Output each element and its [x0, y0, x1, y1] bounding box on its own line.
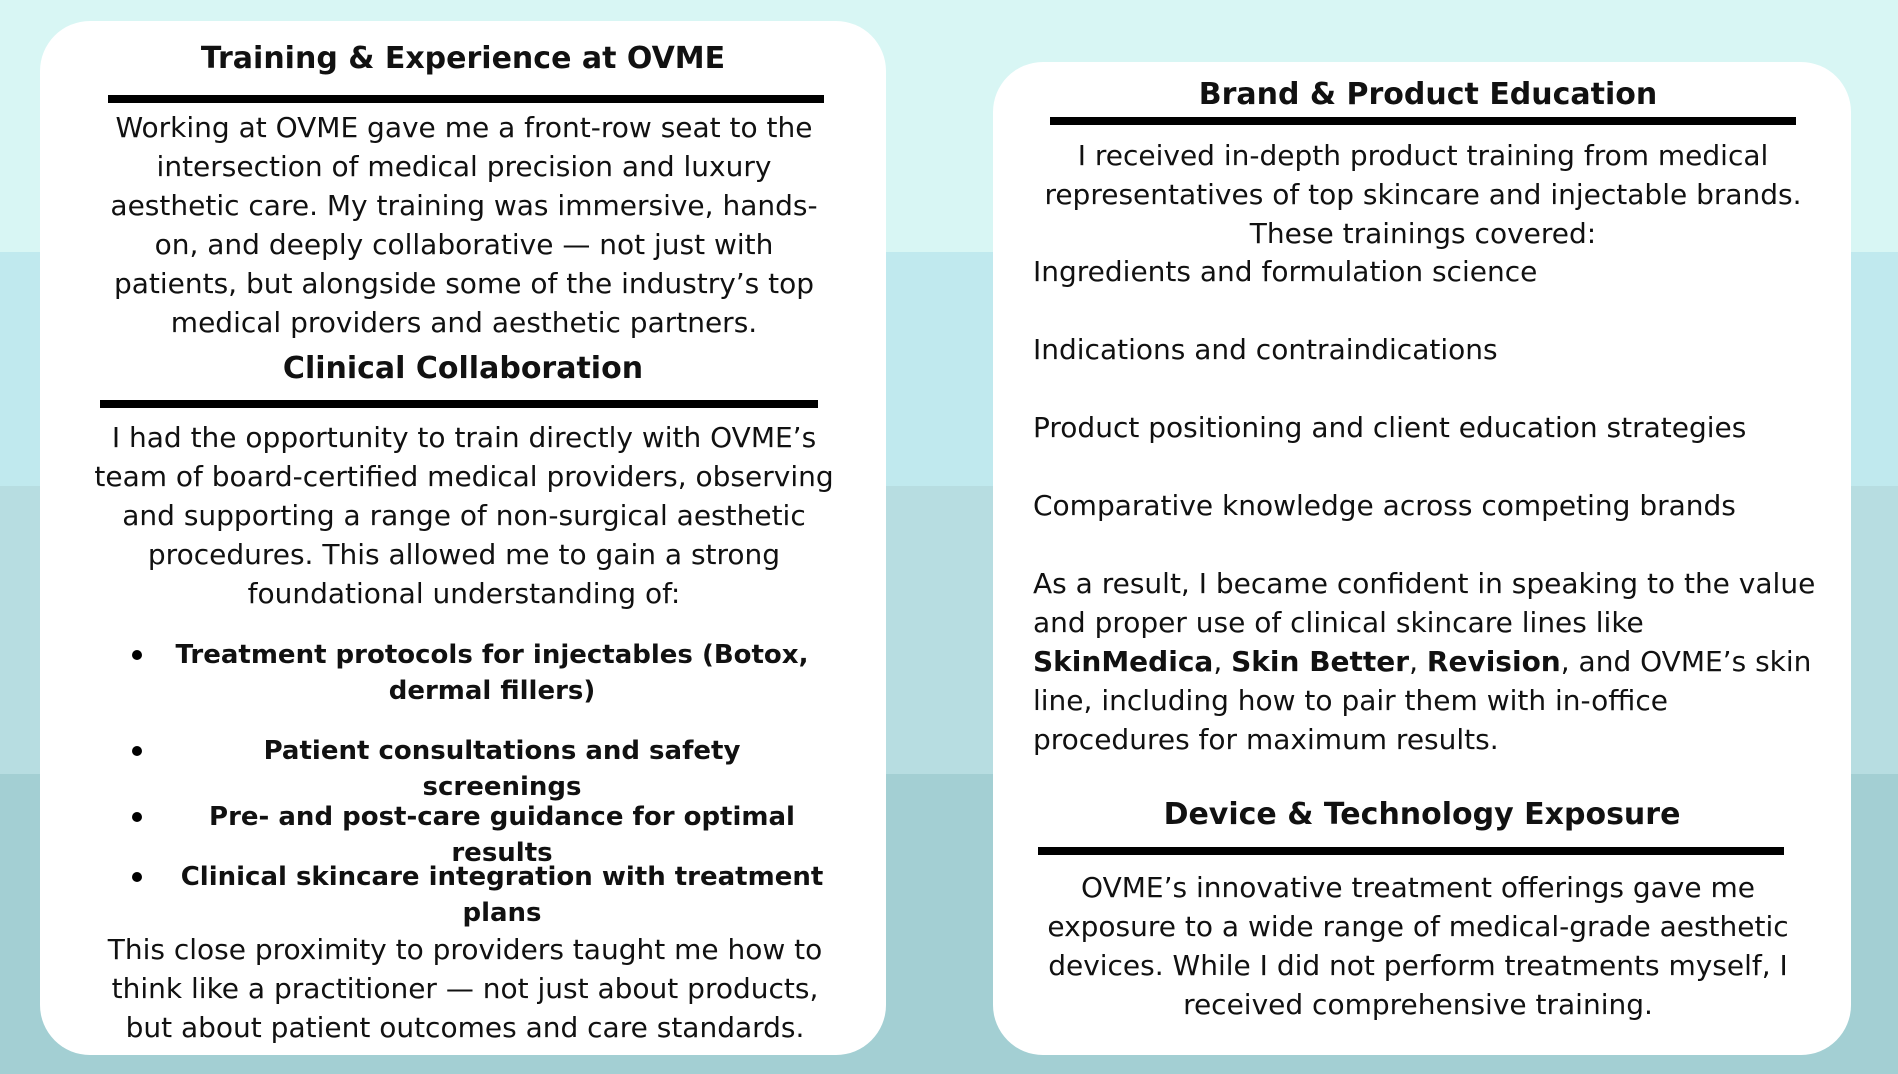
training-topic-item: Comparative knowledge across competing b… [1033, 489, 1736, 522]
training-topic-item: Product positioning and client education… [1033, 411, 1747, 444]
brand-education-result: As a result, I became confident in speak… [1033, 567, 1816, 756]
bullet-icon [132, 812, 142, 822]
device-technology-body: OVME’s innovative treatment offerings ga… [1047, 871, 1789, 1021]
brand-name: Revision [1426, 645, 1561, 678]
bullet-icon [132, 650, 142, 660]
list-item: Patient consultations and safety screeni… [132, 733, 852, 805]
clinical-collaboration-closing: This close proximity to providers taught… [107, 933, 823, 1044]
brand-product-education-title: Brand & Product Education [1198, 77, 1658, 112]
title-divider [108, 95, 824, 103]
clinical-collaboration-title: Clinical Collaboration [282, 351, 644, 386]
brand-name: Skin Better [1231, 645, 1410, 678]
training-topic-item: Indications and contraindications [1033, 333, 1498, 366]
clinical-collaboration-intro: I had the opportunity to train directly … [94, 421, 834, 610]
training-topic-item: Ingredients and formulation science [1033, 255, 1538, 288]
bullet-icon [132, 872, 142, 882]
bullet-icon [132, 746, 142, 756]
title-divider [100, 400, 818, 408]
title-divider [1050, 117, 1796, 125]
training-experience-body: Working at OVME gave me a front-row seat… [110, 111, 818, 339]
list-item: Treatment protocols for injectables (Bot… [132, 637, 852, 709]
list-item: Pre- and post-care guidance for optimal … [132, 799, 852, 871]
left-card: Training & Experience at OVME Working at… [40, 21, 886, 1055]
brand-education-intro: I received in-depth product training fro… [1044, 139, 1802, 250]
device-technology-title: Device & Technology Exposure [1163, 797, 1681, 832]
brand-name: SkinMedica [1033, 645, 1214, 678]
right-card: Brand & Product Education I received in-… [993, 62, 1851, 1055]
title-divider [1038, 847, 1784, 855]
training-experience-title: Training & Experience at OVME [200, 41, 726, 76]
list-item: Clinical skincare integration with treat… [132, 859, 852, 931]
